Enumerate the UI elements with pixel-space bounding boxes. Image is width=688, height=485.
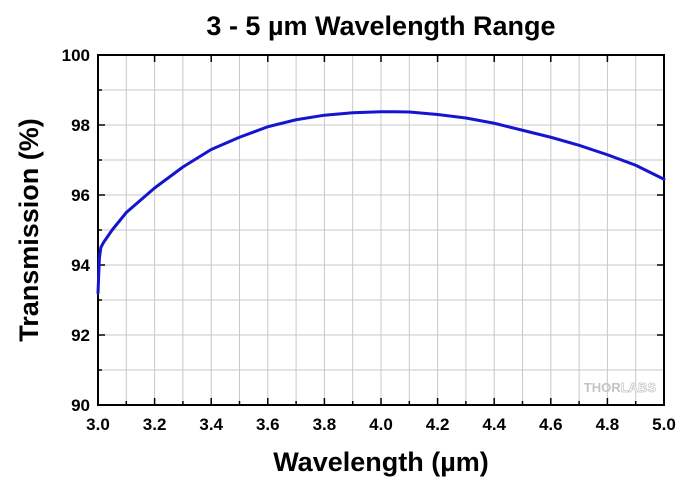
y-tick-label: 92 <box>71 326 90 345</box>
y-tick-labels: 90 92 94 96 98 100 <box>62 46 91 415</box>
x-tick-label: 3.8 <box>313 415 337 434</box>
x-tick-labels: 3.0 3.2 3.4 3.6 3.8 4.0 4.2 4.4 4.6 4.8 5.0 <box>86 415 676 434</box>
chart-title: 3 - 5 µm Wavelength Range <box>206 11 555 41</box>
grid-lines <box>98 55 664 405</box>
y-tick-label: 100 <box>62 46 90 65</box>
x-tick-label: 3.4 <box>199 415 223 434</box>
y-tick-label: 90 <box>71 396 90 415</box>
y-tick-label: 96 <box>71 186 90 205</box>
axis-ticks <box>97 54 665 406</box>
x-tick-label: 4.8 <box>596 415 620 434</box>
x-tick-label: 3.2 <box>143 415 167 434</box>
x-tick-label: 4.4 <box>482 415 506 434</box>
watermark-logo: THORLABS <box>584 380 657 395</box>
x-tick-label: 4.2 <box>426 415 450 434</box>
y-axis-label: Transmission (%) <box>14 118 44 342</box>
x-tick-label: 3.0 <box>86 415 110 434</box>
transmission-series-line <box>96 110 666 295</box>
x-axis-label: Wavelength (µm) <box>273 447 489 477</box>
x-tick-label: 5.0 <box>652 415 676 434</box>
x-tick-label: 3.6 <box>256 415 280 434</box>
y-tick-label: 94 <box>71 256 90 275</box>
y-tick-label: 98 <box>71 116 90 135</box>
x-tick-label: 4.0 <box>369 415 393 434</box>
x-tick-label: 4.6 <box>539 415 563 434</box>
